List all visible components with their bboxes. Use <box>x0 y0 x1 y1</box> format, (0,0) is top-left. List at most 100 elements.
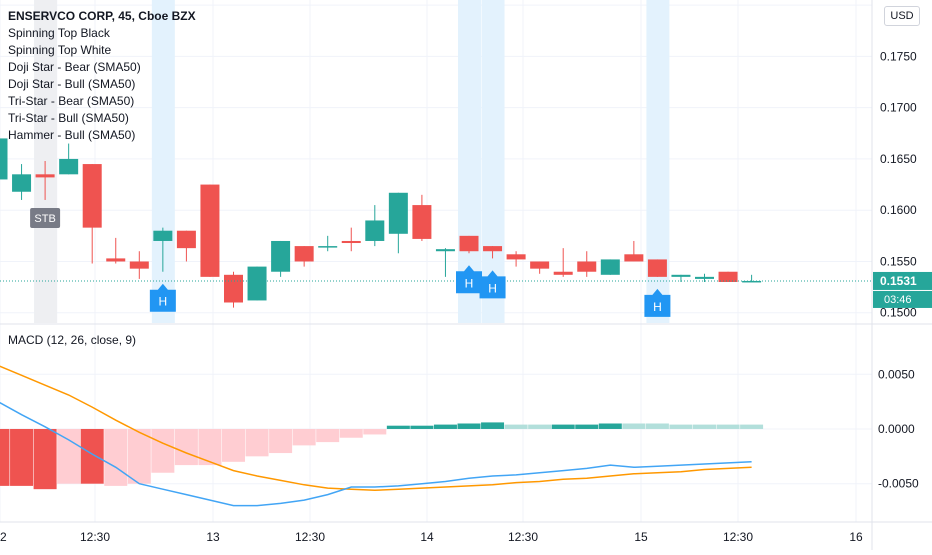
candle-body <box>577 261 597 272</box>
macd-histogram-bar <box>33 428 57 490</box>
macd-histogram-bar <box>292 428 316 446</box>
candle-body <box>647 259 667 277</box>
macd-histogram-bar <box>127 428 151 484</box>
currency-button[interactable]: USD <box>884 6 920 26</box>
price-tick-label: 0.1500 <box>880 306 917 320</box>
price-tick-label: 0.1700 <box>880 101 917 115</box>
pattern-highlight-band <box>151 0 175 323</box>
pattern-highlight-band <box>481 0 505 323</box>
macd-legend[interactable]: MACD (12, 26, close, 9) <box>8 333 137 347</box>
macd-histogram-bar <box>575 424 599 429</box>
candle-body <box>82 164 102 228</box>
candle-body <box>483 246 503 252</box>
candle-body <box>435 249 455 252</box>
candle-body <box>341 240 361 244</box>
macd-line <box>0 401 752 507</box>
macd-histogram-bar <box>57 428 81 484</box>
candle-body <box>718 271 738 282</box>
candle-body <box>129 261 149 269</box>
macd-tick-label: -0.0050 <box>878 477 919 491</box>
legend-item-doji-star-bear[interactable]: Doji Star - Bear (SMA50) <box>8 60 141 74</box>
macd-histogram-bar <box>457 423 481 429</box>
symbol-title[interactable]: ENSERVCO CORP, 45, Cboe BZX <box>8 9 196 23</box>
time-tick-label: 14 <box>420 530 434 544</box>
macd-histogram-bar <box>433 424 457 429</box>
candle-body <box>388 192 408 234</box>
candle-body <box>671 274 691 277</box>
time-tick-label: 12:30 <box>723 530 753 544</box>
hammer-marker-label: H <box>465 276 474 290</box>
macd-histogram-bar <box>410 425 434 429</box>
macd-histogram-bar <box>80 428 104 484</box>
macd-histogram-bar <box>645 423 669 429</box>
stb-marker-label: STB <box>34 213 55 225</box>
macd-histogram-bar <box>151 428 175 473</box>
chart-legend: ENSERVCO CORP, 45, Cboe BZX Spinning Top… <box>8 8 196 144</box>
candle-body <box>318 246 338 248</box>
macd-histogram-bar <box>174 428 198 466</box>
legend-item-hammer-bull[interactable]: Hammer - Bull (SMA50) <box>8 128 136 142</box>
candle-body <box>59 158 79 175</box>
candle-body <box>553 271 573 275</box>
candle-body <box>12 174 32 192</box>
legend-item-doji-star-bull[interactable]: Doji Star - Bull (SMA50) <box>8 77 136 91</box>
hammer-marker <box>479 270 506 299</box>
macd-histogram-bar <box>104 428 128 486</box>
countdown-label-bg <box>873 290 932 308</box>
time-tick-label: 12:30 <box>295 530 325 544</box>
candle-body <box>695 276 714 279</box>
hammer-marker-label: H <box>653 300 662 314</box>
macd-histogram-bar <box>740 424 764 429</box>
candle-body <box>0 138 8 180</box>
macd-histogram-bar <box>622 423 646 429</box>
candle-body <box>459 235 479 252</box>
macd-tick-label: 0.0000 <box>878 422 915 436</box>
candle-body <box>506 254 526 260</box>
candle-body <box>35 174 55 178</box>
macd-histogram-bar <box>528 424 552 429</box>
price-tick-label: 0.1600 <box>880 203 917 217</box>
time-tick-label: 12:30 <box>80 530 110 544</box>
candle-body <box>176 230 196 249</box>
price-tick-label: 0.1750 <box>880 49 917 63</box>
candle-body <box>742 280 762 283</box>
macd-histogram-bar <box>716 424 740 429</box>
last-price-label-bg <box>873 271 932 290</box>
macd-histogram-bar <box>222 428 245 462</box>
candle-body <box>271 240 291 272</box>
macd-histogram-bar <box>10 428 34 486</box>
legend-item-spinning-top-white[interactable]: Spinning Top White <box>8 43 112 57</box>
legend-item-tri-star-bull[interactable]: Tri-Star - Bull (SMA50) <box>8 111 129 125</box>
price-tick-label: 0.1550 <box>880 254 917 268</box>
candle-body <box>600 259 620 275</box>
candle-body <box>200 184 220 277</box>
pattern-highlight-band <box>646 0 670 323</box>
time-tick-label: 16 <box>849 530 863 544</box>
macd-histogram-bar <box>316 428 340 443</box>
hammer-marker <box>149 283 176 312</box>
candle-body <box>412 205 432 239</box>
legend-item-spinning-top-black[interactable]: Spinning Top Black <box>8 26 110 40</box>
legend-item-tri-star-bear[interactable]: Tri-Star - Bear (SMA50) <box>8 94 135 108</box>
candle-body <box>365 220 385 241</box>
last-price-label: 0.1531 <box>880 274 917 288</box>
macd-histogram-bar <box>598 423 622 429</box>
macd-histogram-bar <box>481 422 505 429</box>
macd-histogram-bar <box>551 424 575 429</box>
macd-signal-line <box>0 365 752 492</box>
candle-body <box>530 261 550 269</box>
stb-marker <box>30 207 61 228</box>
hammer-marker <box>456 265 482 294</box>
candle-body <box>294 246 314 262</box>
macd-histogram-bar <box>245 428 269 457</box>
candle-body <box>224 274 243 303</box>
macd-histogram-bar <box>269 428 293 454</box>
macd-histogram-bar <box>0 428 10 486</box>
macd-histogram-bar <box>386 425 410 429</box>
hammer-marker-label: H <box>159 295 168 309</box>
macd-histogram-bar <box>363 428 387 435</box>
candle-body <box>247 266 267 301</box>
macd-histogram-bar <box>339 428 363 438</box>
